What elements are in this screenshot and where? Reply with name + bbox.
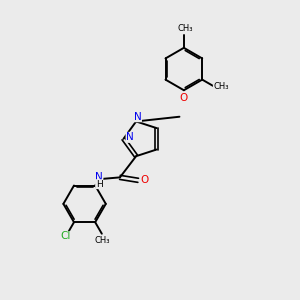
Text: N: N xyxy=(126,132,134,142)
Text: N: N xyxy=(134,112,142,122)
Text: CH₃: CH₃ xyxy=(94,236,110,245)
Text: O: O xyxy=(180,94,188,103)
Text: O: O xyxy=(140,175,149,185)
Text: N: N xyxy=(95,172,103,182)
Text: CH₃: CH₃ xyxy=(178,24,193,33)
Text: H: H xyxy=(96,180,102,189)
Text: CH₃: CH₃ xyxy=(213,82,229,91)
Text: Cl: Cl xyxy=(60,232,70,242)
